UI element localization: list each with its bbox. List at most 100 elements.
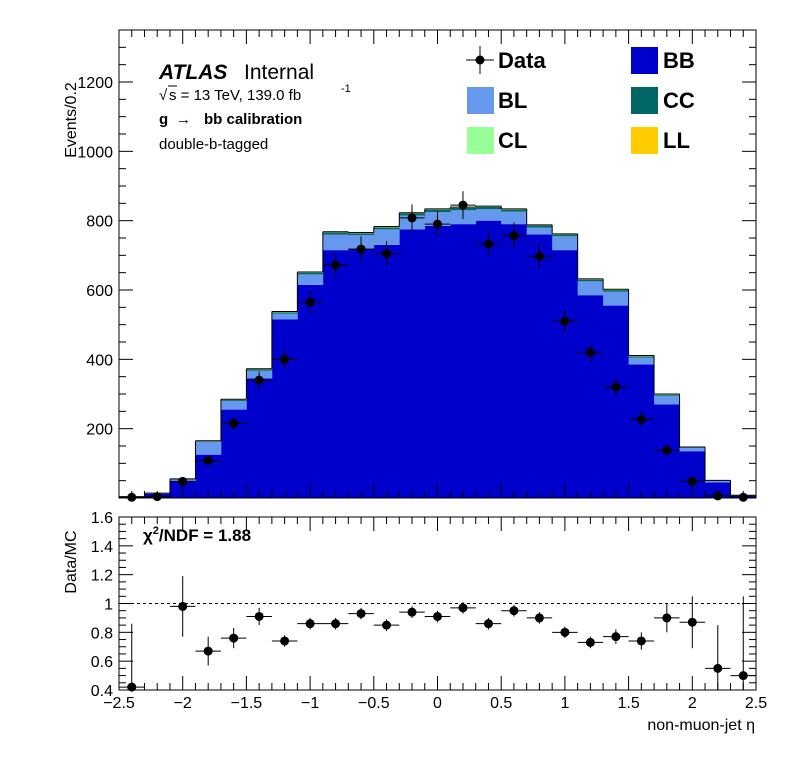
data-point-3 [203,456,213,466]
main-ytick-label-4: 1000 [77,144,113,161]
energy-label: s = 13 TeV, 139.0 fb [169,87,301,104]
ratio-panel: 0.4 0.6 0.8 1 1.2 1.4 1.6 −2.5 −2 −1.5 −1 −0.5 0 0.5… [63,510,767,734]
chi2-value: /NDF = 1.88 [159,526,251,545]
bar-bb-bin-23 [705,482,731,498]
bar-bl-bin-17 [552,236,579,251]
bar-bl-bin-16 [526,227,553,235]
main-ytick-label-5: 1200 [77,75,113,92]
data-point-7 [305,297,315,307]
bar-cl-bin-8 [322,232,349,233]
ratio-xtick-label-8: 1.5 [617,695,639,712]
main-y-axis-label: Events/0.2 [63,82,80,158]
bar-bb-bin-20 [628,364,655,498]
main-ytick-label-3: 800 [86,214,113,231]
ratio-ytick-label-3: 1 [104,597,113,614]
bar-cl-bin-12 [424,209,451,210]
data-point-14 [483,239,493,249]
legend: Data BB BL CC CL LL [466,46,695,154]
bar-bl-bin-14 [475,209,502,221]
ratio-point-5 [254,611,264,621]
legend-label-bb: BB [663,48,695,73]
bar-cc-bin-21 [654,394,680,396]
legend-item-cl: CL [467,127,527,154]
data-point-2 [178,476,188,486]
bar-cl-bin-9 [348,232,375,234]
main-x-ticks [118,30,757,498]
bar-cl-bin-18 [577,279,604,280]
legend-item-cc: CC [631,87,695,114]
bar-cl-bin-10 [373,226,400,228]
bar-cc-bin-12 [424,209,451,212]
ratio-ytick-label-2: 0.8 [91,625,113,642]
bar-bl-bin-6 [271,313,298,320]
ratio-point-24 [738,671,748,681]
bar-bb-bin-17 [552,250,579,498]
ratio-ytick-label-6: 1.6 [91,510,113,527]
bar-bb-bin-15 [501,224,528,498]
bar-bb-bin-13 [450,224,477,498]
legend-label-data: Data [498,48,546,73]
ratio-ytick-label-1: 0.6 [91,654,113,671]
main-y-axis: 200 400 600 800 1000 1200 [77,29,756,482]
bar-bb-bin-6 [271,319,298,498]
bar-cc-bin-5 [246,369,273,371]
ratio-xtick-label-2: −1.5 [231,695,263,712]
bar-bb-bin-14 [475,220,502,498]
data-point-6 [280,354,290,364]
bar-bb-bin-11 [399,229,426,499]
data-point-20 [636,414,646,424]
ratio-xtick-label-0: −2.5 [103,695,135,712]
bar-cc-bin-9 [348,233,375,236]
ratio-points [119,576,756,692]
bar-cc-bin-19 [603,290,629,292]
bar-cl-bin-20 [628,355,655,357]
bar-bl-bin-22 [679,447,706,452]
legend-label-cl: CL [498,128,527,153]
bar-cl-bin-6 [271,311,298,313]
bar-bl-bin-20 [628,357,655,365]
ratio-point-4 [229,633,239,643]
bar-bl-bin-8 [322,234,349,251]
bar-cc-bin-4 [220,399,247,401]
bar-cc-bin-17 [552,234,579,237]
main-ytick-label-2: 600 [86,283,113,300]
legend-swatch-bl [467,87,494,114]
legend-label-bl: BL [498,88,527,113]
bar-bb-bin-9 [348,248,375,498]
ratio-xtick-label-7: 1 [560,695,569,712]
ratio-ytick-label-0: 0.4 [91,683,113,700]
ratio-point-7 [305,619,315,629]
selection-label: double-b-tagged [159,136,268,153]
ratio-y-axis: 0.4 0.6 0.8 1 1.2 1.4 1.6 [91,510,756,700]
bar-cc-bin-18 [577,279,604,282]
legend-item-bl: BL [467,87,527,114]
ratio-xtick-label-1: −2 [174,695,192,712]
ratio-xtick-label-10: 2.5 [745,695,767,712]
bar-cl-bin-17 [552,234,579,235]
legend-swatch-ll [631,127,658,154]
data-point-21 [662,445,672,455]
data-point-22 [687,476,697,486]
bar-bb-bin-18 [577,295,604,498]
bar-bl-bin-7 [297,274,324,285]
data-point-10 [382,249,392,259]
bar-bl-bin-15 [501,211,528,225]
bar-cc-bin-8 [322,232,349,235]
bar-cl-bin-15 [501,209,528,210]
legend-label-ll: LL [663,128,690,153]
bar-bl-bin-18 [577,281,604,296]
data-point-15 [509,231,519,241]
chi2-superscript: 2 [153,525,159,537]
bar-bl-bin-19 [603,291,629,306]
bar-bb-bin-12 [424,225,451,498]
ratio-point-18 [585,637,595,647]
ratio-point-16 [534,613,544,623]
ratio-point-14 [483,619,493,629]
chi2-symbol: χ [143,526,153,545]
calib-label: bb calibration [204,111,302,128]
legend-item-ll: LL [631,127,690,154]
bar-cl-bin-21 [654,394,680,395]
ratio-point-10 [382,620,392,630]
ratio-point-9 [356,609,366,619]
